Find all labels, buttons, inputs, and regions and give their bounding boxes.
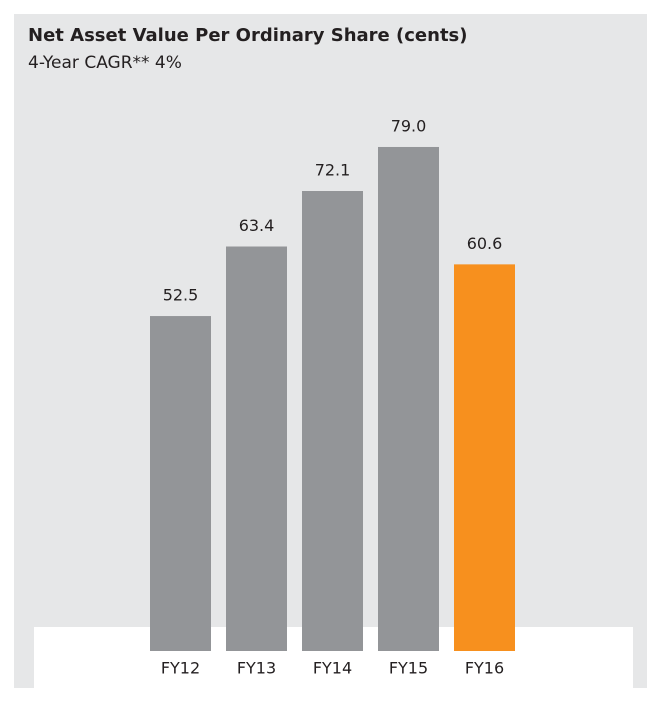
data-label: 79.0 — [391, 116, 427, 135]
bar — [150, 316, 211, 651]
bar — [378, 146, 439, 652]
bar — [226, 246, 287, 651]
x-tick-label: FY12 — [161, 659, 200, 678]
x-tick-label: FY14 — [313, 659, 352, 678]
x-tick-label: FY16 — [465, 659, 504, 678]
data-label: 72.1 — [315, 161, 351, 180]
bar — [302, 191, 363, 651]
data-label: 63.4 — [239, 216, 275, 235]
bar — [454, 264, 515, 651]
x-tick-label: FY13 — [237, 659, 276, 678]
chart-subtitle: 4-Year CAGR** 4% — [28, 53, 182, 73]
data-label: 60.6 — [467, 234, 503, 253]
chart-title: Net Asset Value Per Ordinary Share (cent… — [28, 25, 468, 46]
x-tick-label: FY15 — [389, 659, 428, 678]
data-label: 52.5 — [163, 286, 199, 305]
